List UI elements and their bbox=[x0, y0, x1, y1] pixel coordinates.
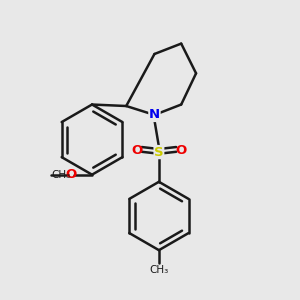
Text: CH₃: CH₃ bbox=[149, 265, 169, 275]
Text: O: O bbox=[132, 144, 143, 157]
Text: O: O bbox=[66, 168, 77, 181]
Text: CH₃: CH₃ bbox=[51, 170, 70, 180]
Text: S: S bbox=[154, 146, 164, 159]
Text: N: N bbox=[149, 108, 160, 122]
Text: O: O bbox=[175, 144, 186, 157]
